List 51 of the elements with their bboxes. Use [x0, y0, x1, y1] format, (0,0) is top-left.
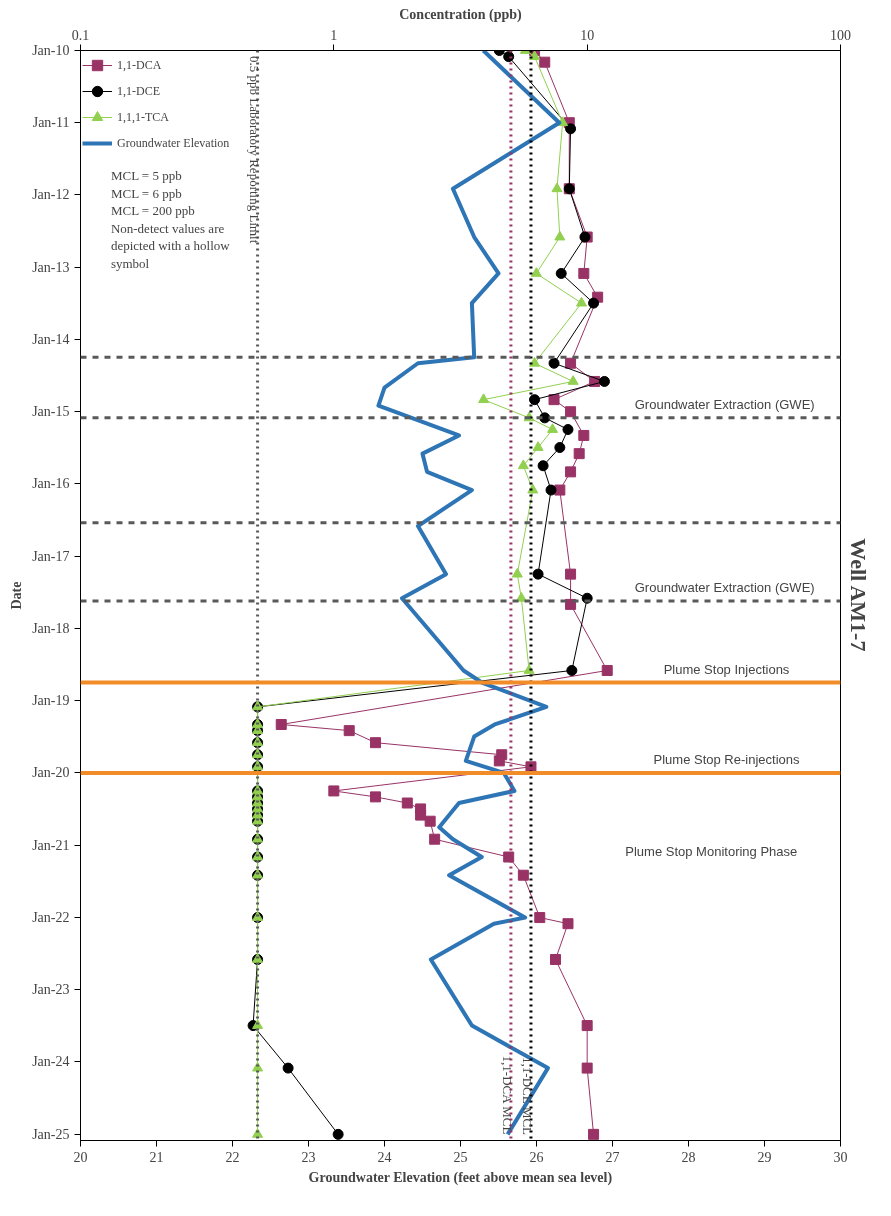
y-tick-label: Jan-12 [32, 187, 70, 203]
y-tick-label: Jan-20 [32, 765, 70, 781]
legend-label: 1,1,1-TCA [117, 108, 169, 126]
legend-label: Groundwater Elevation [117, 134, 230, 152]
annotation: Plume Stop Monitoring Phase [625, 844, 798, 860]
ref-line-label: Plume Stop Re-injections [653, 751, 800, 767]
x-tick-label: 29 [757, 1149, 772, 1165]
x-tick-label: 26 [529, 1149, 544, 1165]
annotation: Non-detect values are depicted with a hollow symbol [110, 220, 231, 271]
x2-tick-label: 0.1 [71, 27, 90, 43]
y-tick-label: Jan-17 [32, 548, 70, 564]
y-tick-label: Jan-14 [32, 332, 70, 348]
annotation: MCL = 5 ppb [110, 168, 182, 184]
x-tick-label: 28 [681, 1149, 696, 1165]
x-tick-label: 22 [225, 1149, 240, 1165]
y-tick-label: Jan-22 [32, 910, 70, 926]
legend-label: 1,1-DCE [117, 82, 160, 100]
y-tick-label: Jan-18 [32, 621, 70, 637]
x-tick-label: 25 [453, 1149, 468, 1165]
y-tick-label: Jan-19 [32, 693, 70, 709]
text: Well AM1-7 [845, 538, 871, 652]
y-tick-label: Jan-16 [32, 476, 70, 492]
x-axis-title: Groundwater Elevation (feet above mean sea level) [308, 1169, 613, 1186]
x-tick-label: 23 [301, 1149, 316, 1165]
ref-line-label: Groundwater Extraction (GWE) [634, 580, 815, 596]
y-tick-label: Jan-23 [32, 982, 70, 998]
x-tick-label: 21 [149, 1149, 164, 1165]
ref-line-label: 1,1-DCE MCL [519, 1057, 535, 1136]
x2-tick-label: 10 [580, 27, 595, 43]
x-tick-label: 24 [377, 1149, 392, 1165]
ref-line-label: 0.5 ppb Laboratory Reporting Limit [246, 55, 262, 244]
x-tick-label: 27 [605, 1149, 620, 1165]
x-tick-label: 20 [73, 1149, 88, 1165]
x2-tick-label: 100 [830, 27, 851, 43]
annotation: MCL = 200 ppb [110, 203, 195, 219]
y-tick-label: Jan-24 [32, 1054, 70, 1070]
y-axis-title: Date [9, 581, 25, 610]
y-tick-label: Jan-21 [32, 837, 70, 853]
ref-line-label: 1,1-DCA MCL [499, 1055, 515, 1135]
y-tick-label: Jan-13 [32, 259, 70, 275]
annotation: MCL = 6 ppb [110, 185, 182, 201]
x-tick-label: 30 [833, 1149, 848, 1165]
ref-line-label: Groundwater Extraction (GWE) [634, 396, 815, 412]
y-tick-label: Jan-10 [32, 43, 70, 58]
x2-axis-title: Concentration (ppb) [399, 6, 523, 23]
y-tick-label: Jan-15 [32, 404, 70, 420]
ref-line-label: Plume Stop Injections [663, 661, 790, 677]
legend-label: 1,1-DCA [117, 56, 162, 74]
x2-tick-label: 1 [330, 27, 338, 43]
y-tick-label: Jan-25 [32, 1126, 70, 1142]
y-tick-label: Jan-11 [32, 115, 70, 131]
